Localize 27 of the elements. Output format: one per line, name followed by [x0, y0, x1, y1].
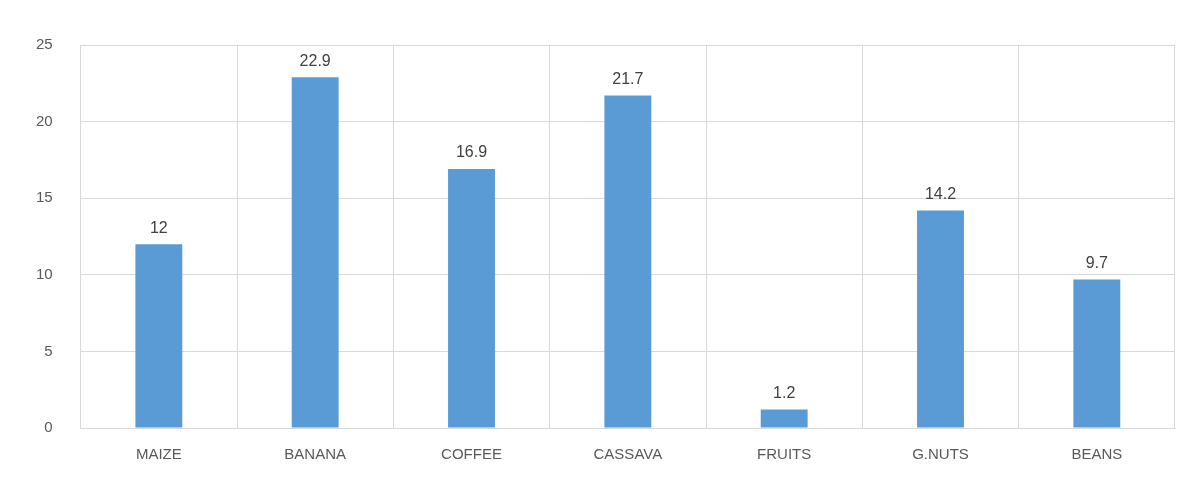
bar — [760, 409, 808, 428]
y-tick-label: 25 — [36, 35, 53, 53]
bar — [448, 169, 495, 428]
x-tick-label: MAIZE — [135, 445, 182, 463]
bar — [1073, 279, 1121, 428]
data-label: 9.7 — [1085, 253, 1109, 271]
data-label: 16.9 — [455, 143, 488, 161]
bar — [135, 244, 183, 428]
bar — [604, 95, 652, 428]
data-label: 22.9 — [299, 51, 331, 69]
y-tick-label: 0 — [44, 418, 53, 436]
x-tick-label: BEANS — [1071, 445, 1123, 463]
y-tick-label: 5 — [44, 341, 53, 359]
x-tick-label: FRUITS — [757, 445, 812, 463]
x-tick-label: COFFEE — [441, 445, 502, 463]
y-tick-label: 15 — [36, 188, 53, 206]
bar — [917, 210, 964, 428]
data-label: 12 — [149, 218, 168, 236]
data-label: 1.2 — [773, 384, 796, 402]
y-tick-label: 10 — [36, 264, 53, 282]
data-label: 21.7 — [612, 69, 644, 87]
x-tick-label: BANANA — [284, 445, 347, 463]
x-tick-label: G.NUTS — [912, 445, 969, 463]
data-label: 14.2 — [924, 184, 957, 202]
x-tick-label: CASSAVA — [593, 445, 663, 463]
bar — [291, 77, 339, 428]
y-tick-label: 20 — [36, 111, 53, 129]
